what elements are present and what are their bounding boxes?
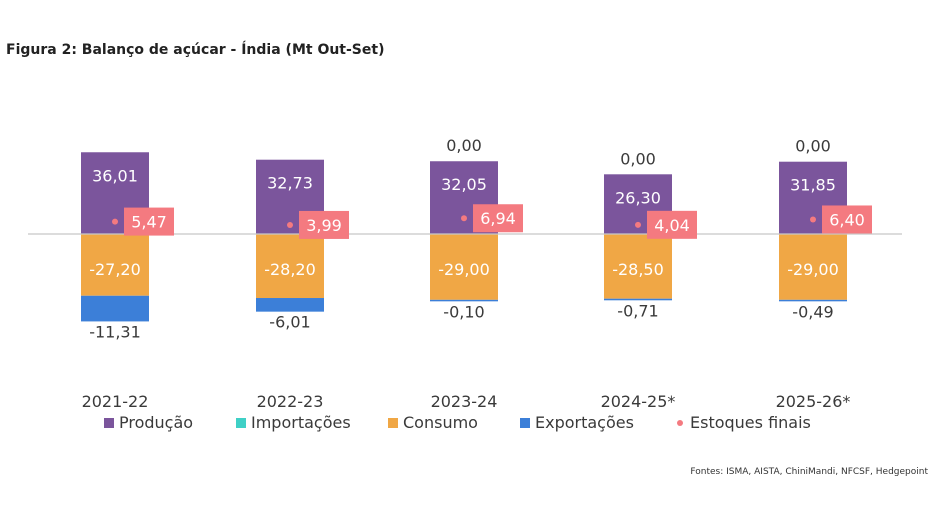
bar-exportacoes <box>81 295 149 322</box>
label-box-estoques <box>647 210 697 239</box>
bar-consumo <box>430 234 498 300</box>
label-estoques: 6,40 <box>829 210 865 229</box>
label-exportacoes: -0,10 <box>443 302 484 321</box>
label-box-estoques <box>299 210 349 239</box>
bar-consumo <box>604 234 672 299</box>
label-exportacoes: -11,31 <box>89 322 141 341</box>
bar-exportacoes <box>779 299 847 302</box>
label-producao: 26,30 <box>615 188 661 207</box>
legend-swatch-exportacoes <box>520 418 530 428</box>
label-estoques: 5,47 <box>131 213 167 232</box>
bar-exportacoes <box>430 299 498 302</box>
category-labels: 2021-22 2022-23 2023-24 2024-25* 2025-26* <box>82 392 851 411</box>
legend-label-exportacoes: Exportações <box>535 413 634 432</box>
label-consumo: -29,00 <box>787 260 839 279</box>
label-exportacoes: -0,71 <box>617 301 658 320</box>
marker-estoques <box>112 218 118 225</box>
label-estoques: 4,04 <box>654 216 690 235</box>
chart-title: Figura 2: Balanço de açúcar - Índia (Mt … <box>6 42 385 58</box>
legend: Produção Importações Consumo Exportações Est… <box>104 413 811 432</box>
category-label: 2024-25* <box>601 392 676 411</box>
legend-label-producao: Produção <box>119 413 193 432</box>
legend-label-estoques: Estoques finais <box>690 413 811 432</box>
category-label: 2021-22 <box>82 392 149 411</box>
source-note: Fontes: ISMA, AISTA, ChiniMandi, NFCSF, … <box>690 467 928 477</box>
label-estoques: 3,99 <box>306 216 342 235</box>
label-consumo: -28,50 <box>612 260 664 279</box>
legend-swatch-importacoes <box>236 418 246 428</box>
legend-swatch-producao <box>104 418 114 428</box>
legend-swatch-consumo <box>388 418 398 428</box>
label-producao: 36,01 <box>92 166 138 185</box>
category-label: 2022-23 <box>257 392 324 411</box>
label-consumo: -29,00 <box>438 260 490 279</box>
label-producao: 32,05 <box>441 175 487 194</box>
label-exportacoes: -0,49 <box>792 302 833 321</box>
bar-exportacoes <box>604 298 672 301</box>
label-importacoes: 0,00 <box>620 149 656 168</box>
label-producao: 31,85 <box>790 176 836 195</box>
label-box-estoques <box>822 205 872 234</box>
marker-estoques <box>810 216 816 223</box>
bar-consumo <box>779 234 847 300</box>
category-label: 2025-26* <box>776 392 851 411</box>
bar-consumo <box>81 234 149 296</box>
labels-layer: 36,01 -27,20 -11,31 5,47 32,73 -28,20 -6,01 3,9… <box>89 136 872 341</box>
label-consumo: -27,20 <box>89 260 141 279</box>
label-producao: 32,73 <box>267 174 313 193</box>
label-box-estoques <box>124 207 174 236</box>
label-consumo: -28,20 <box>264 260 316 279</box>
bar-consumo <box>256 234 324 299</box>
marker-estoques <box>461 215 467 222</box>
legend-label-consumo: Consumo <box>403 413 478 432</box>
label-importacoes: 0,00 <box>795 137 831 156</box>
legend-label-importacoes: Importações <box>251 413 351 432</box>
marker-estoques <box>287 221 293 228</box>
bar-exportacoes <box>256 298 324 312</box>
label-exportacoes: -6,01 <box>269 313 310 332</box>
legend-swatch-estoques <box>677 420 683 426</box>
marker-estoques <box>635 221 641 228</box>
category-label: 2023-24 <box>431 392 498 411</box>
label-box-estoques <box>473 204 523 233</box>
label-importacoes: 0,00 <box>446 136 482 155</box>
label-estoques: 6,94 <box>480 209 516 228</box>
